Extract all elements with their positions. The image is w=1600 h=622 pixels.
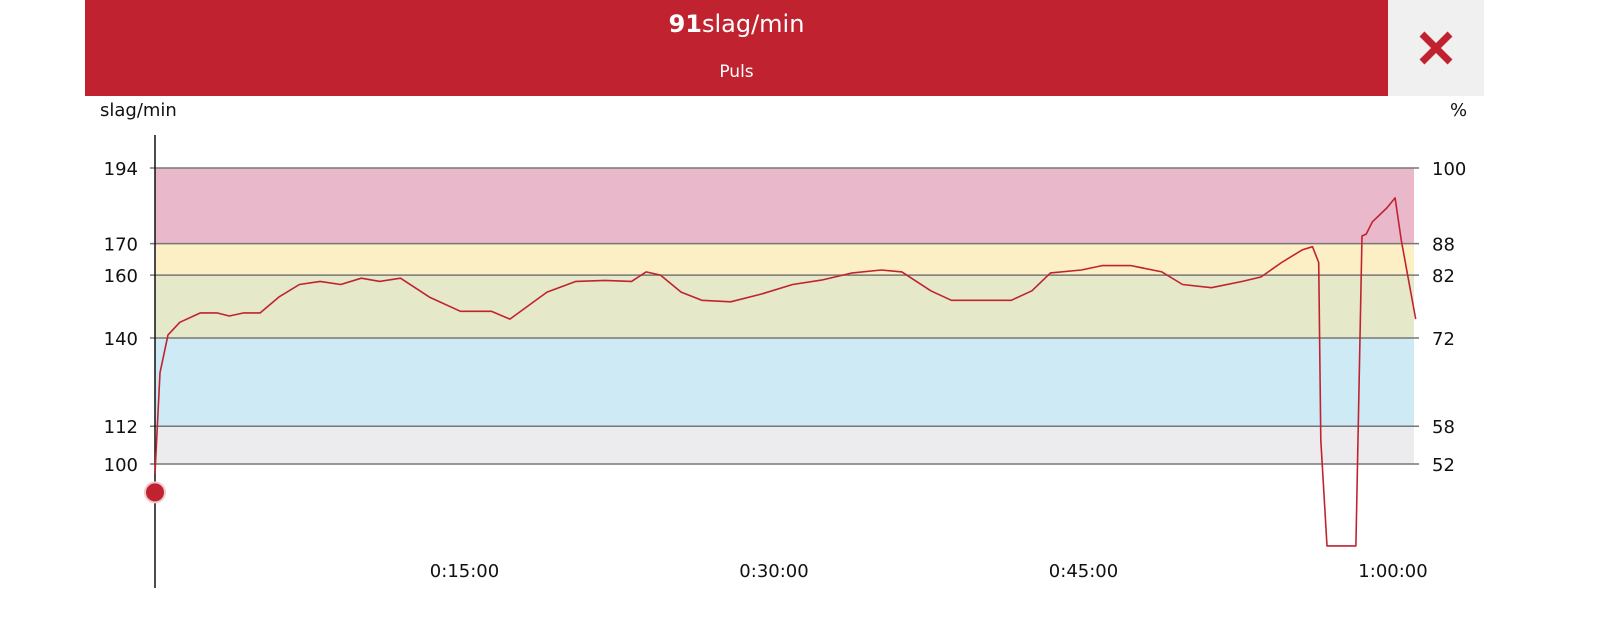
close-button[interactable] [1388, 0, 1484, 96]
x-tick-label: 0:45:00 [1049, 561, 1118, 582]
left-tick-label: 112 [104, 417, 138, 438]
right-tick-label: 72 [1432, 329, 1455, 350]
left-axis-unit: slag/min [100, 100, 177, 121]
right-tick-label: 88 [1432, 235, 1455, 256]
x-tick-label: 0:30:00 [739, 561, 808, 582]
right-axis-unit: % [1450, 100, 1468, 121]
zone-band [155, 426, 1414, 464]
metric-label: Puls [719, 62, 754, 82]
zone-band [155, 243, 1414, 276]
right-tick-label: 52 [1432, 455, 1455, 476]
zone-band [155, 168, 1414, 244]
current-value-header: 91slag/min Puls [85, 0, 1388, 96]
x-tick-label: 0:15:00 [430, 561, 499, 582]
cursor-marker[interactable] [144, 481, 166, 504]
left-tick-label: 100 [104, 455, 138, 476]
left-tick-label: 160 [104, 266, 138, 287]
zone-band [155, 275, 1414, 339]
close-x-icon [1419, 31, 1453, 65]
x-tick-label: 1:00:00 [1358, 561, 1427, 582]
right-tick-label: 58 [1432, 417, 1455, 438]
heart-rate-unit: slag/min [701, 10, 805, 38]
left-tick-label: 140 [104, 329, 138, 350]
right-tick-label: 82 [1432, 266, 1455, 287]
heart-rate-value: 91 [668, 10, 702, 38]
left-tick-label: 194 [104, 159, 138, 180]
right-tick-label: 100 [1432, 159, 1466, 180]
zone-band [155, 338, 1414, 427]
current-heart-rate: 91slag/min [85, 10, 1388, 38]
heart-rate-line [154, 197, 1417, 547]
left-tick-label: 170 [104, 235, 138, 256]
